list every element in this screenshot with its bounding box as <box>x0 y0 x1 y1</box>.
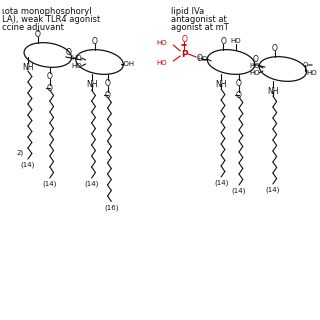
Text: O: O <box>105 78 110 87</box>
Text: (14): (14) <box>21 162 35 168</box>
Text: O: O <box>236 78 242 87</box>
Text: 2): 2) <box>16 150 23 156</box>
Text: LA), weak TLR4 agonist: LA), weak TLR4 agonist <box>2 15 100 24</box>
Text: P: P <box>181 50 188 59</box>
Text: O: O <box>47 84 53 92</box>
Text: O: O <box>66 47 72 57</box>
Text: (14): (14) <box>232 188 246 194</box>
Text: O: O <box>220 36 226 45</box>
Text: HO: HO <box>249 70 260 76</box>
Text: lipid IVa: lipid IVa <box>171 7 204 16</box>
Text: (16): (16) <box>104 204 119 211</box>
Text: HO: HO <box>157 40 167 46</box>
Text: O: O <box>92 36 98 45</box>
Text: NH: NH <box>86 79 97 89</box>
Text: O: O <box>105 91 110 100</box>
Text: HO: HO <box>157 60 167 66</box>
Text: ccine adjuvant: ccine adjuvant <box>2 23 64 32</box>
Text: NH: NH <box>267 86 279 95</box>
Text: O: O <box>253 54 259 63</box>
Text: agonist at mT: agonist at mT <box>171 23 229 32</box>
Text: NH: NH <box>215 79 227 89</box>
Text: (14): (14) <box>214 180 228 186</box>
Text: ιota monophosphoryl: ιota monophosphoryl <box>2 7 92 16</box>
Text: O: O <box>196 53 202 62</box>
Text: O: O <box>47 71 53 81</box>
Text: NH: NH <box>22 62 34 71</box>
Text: O: O <box>236 91 242 100</box>
Text: O: O <box>35 29 41 38</box>
Text: (14): (14) <box>84 181 99 187</box>
Text: O=: O= <box>303 62 314 68</box>
Text: HO: HO <box>197 56 208 62</box>
Text: HO: HO <box>231 38 241 44</box>
Text: –OH: –OH <box>120 61 134 67</box>
Text: HO: HO <box>72 63 82 69</box>
Text: HO: HO <box>72 55 82 61</box>
Text: (14): (14) <box>43 181 57 187</box>
Text: (14): (14) <box>266 187 280 193</box>
Text: HO: HO <box>307 70 317 76</box>
Text: antagonist at: antagonist at <box>171 15 227 24</box>
Text: O: O <box>181 35 187 44</box>
Text: HO: HO <box>249 63 260 69</box>
Text: O: O <box>272 44 278 52</box>
